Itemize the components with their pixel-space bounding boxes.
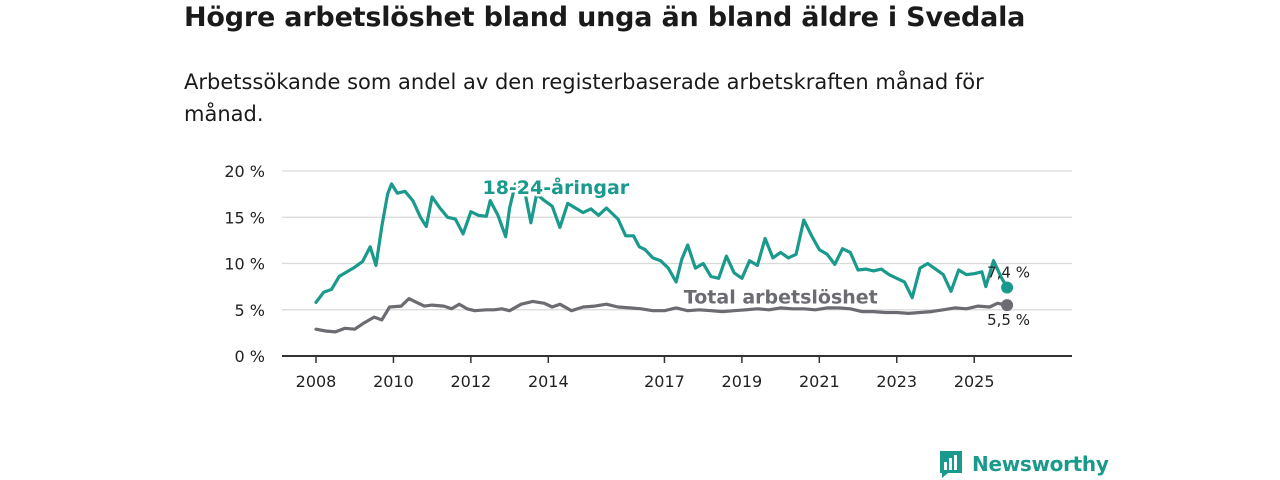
series-end-point — [1001, 299, 1014, 312]
x-tick-label: 2008 — [296, 372, 337, 391]
x-tick-label: 2012 — [451, 372, 492, 391]
chart-subtitle: Arbetssökande som andel av den registerb… — [184, 70, 984, 126]
brand-name: Newsworthy — [972, 452, 1109, 476]
end-value-label-total: 5,5 % — [987, 311, 1030, 329]
end-value-label-youth: 7,4 % — [987, 264, 1030, 282]
x-axis-ticks: 2008 2010 2012 2014 2017 2019 2021 2023 2025 — [296, 356, 995, 391]
y-tick-label: 0 % — [235, 347, 265, 366]
series-line-total — [314, 297, 1009, 334]
y-axis-ticks: 0 % 5 % 10 % 15 % 20 % — [224, 162, 265, 366]
grid-lines — [282, 170, 1072, 357]
x-tick-label: 2017 — [644, 372, 685, 391]
x-tick-label: 2019 — [722, 372, 763, 391]
y-tick-label: 5 % — [235, 301, 265, 320]
series-line-youth — [314, 182, 1009, 304]
x-tick-label: 2014 — [528, 372, 569, 391]
series-label-total: Total arbetslöshet — [684, 286, 878, 308]
x-tick-label: 2023 — [876, 372, 917, 391]
series-end-point — [1001, 281, 1014, 294]
x-tick-label: 2021 — [799, 372, 840, 391]
y-tick-label: 10 % — [224, 255, 265, 274]
newsworthy-logo-icon — [940, 451, 962, 478]
series-labels: 7,4 % 5,5 % 18-24-åringar Total arbetslöshe… — [480, 173, 1030, 330]
chart-title: Högre arbetslöshet bland unga än bland ä… — [184, 2, 1026, 33]
series-label-youth: 18-24-åringar — [482, 175, 629, 199]
brand: Newsworthy — [938, 448, 1109, 480]
x-tick-label: 2025 — [954, 372, 995, 391]
x-tick-label: 2010 — [373, 372, 414, 391]
y-tick-label: 20 % — [224, 162, 265, 181]
series-lines — [314, 182, 1014, 334]
y-tick-label: 15 % — [224, 208, 265, 227]
